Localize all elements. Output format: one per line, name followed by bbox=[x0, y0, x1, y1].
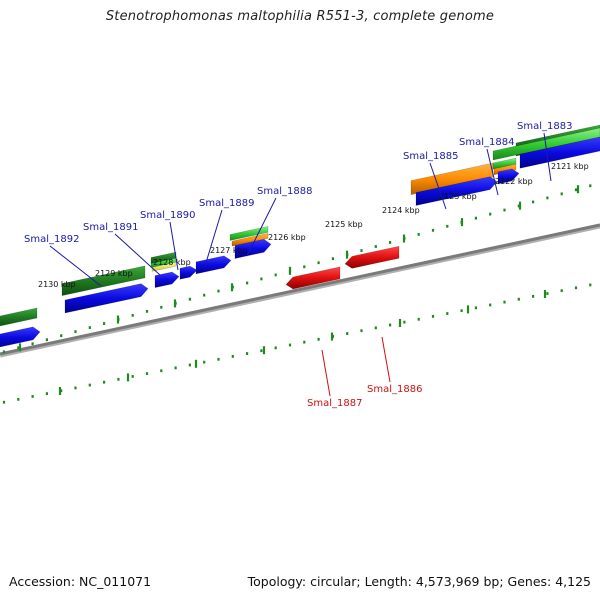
cds-feature-blue bbox=[154, 271, 180, 289]
gene-label-leader bbox=[246, 197, 277, 257]
accession-text: Accession: NC_011071 bbox=[9, 574, 152, 589]
gene-label: Smal_1887 bbox=[307, 398, 362, 409]
gene-label: Smal_1888 bbox=[257, 186, 312, 197]
gene-label-leader bbox=[169, 221, 179, 271]
gene-label-leader bbox=[114, 233, 161, 276]
gene-label: Smal_1891 bbox=[83, 222, 138, 233]
gene-label: Smal_1883 bbox=[517, 121, 572, 132]
cds-feature-blue bbox=[0, 326, 41, 348]
misc-feature-orange bbox=[410, 162, 494, 196]
gene-label: Smal_1892 bbox=[24, 234, 79, 245]
gene-label: Smal_1889 bbox=[199, 198, 254, 209]
tick-label: 2123 kbp bbox=[439, 192, 477, 201]
misc-feature-orange bbox=[231, 233, 269, 247]
misc-feature-yellow bbox=[151, 261, 177, 272]
gene-label-leader bbox=[204, 209, 223, 267]
tick-label: 2126 kbp bbox=[268, 233, 306, 242]
tick-label: 2127 kbp bbox=[210, 246, 248, 255]
gene-label-leader bbox=[543, 132, 552, 182]
gene-label-leader bbox=[381, 336, 391, 383]
tick-label: 2130 kbp bbox=[38, 280, 76, 289]
cds-feature-blue bbox=[234, 238, 272, 259]
rna-feature-lightgreen bbox=[492, 127, 600, 161]
cds-feature-blue bbox=[64, 283, 149, 314]
cds-feature-red bbox=[285, 266, 341, 290]
cds-feature-red bbox=[344, 245, 400, 269]
cds-feature-blue bbox=[415, 176, 498, 206]
tick-label: 2128 kbp bbox=[153, 258, 191, 267]
gene-label-leader bbox=[49, 245, 102, 287]
topology-summary-text: Topology: circular; Length: 4,573,969 bp… bbox=[247, 574, 591, 589]
cds-feature-blue bbox=[195, 255, 232, 275]
map-title: Stenotrophomonas maltophilia R551-3, com… bbox=[105, 9, 495, 24]
gene-label: Smal_1890 bbox=[140, 210, 195, 221]
cds-feature-blue bbox=[519, 136, 600, 169]
gene-feature-green bbox=[0, 307, 38, 327]
tick-label: 2124 kbp bbox=[382, 206, 420, 215]
rna-feature-lightgreen bbox=[229, 226, 269, 241]
gene-label: Smal_1886 bbox=[367, 384, 422, 395]
gene-feature-green bbox=[61, 265, 146, 297]
cds-feature-blue bbox=[497, 168, 520, 185]
gene-label-leader bbox=[486, 148, 499, 196]
gene-label: Smal_1884 bbox=[459, 137, 514, 148]
tick-label: 2129 kbp bbox=[95, 269, 133, 278]
gene-label-leader bbox=[321, 349, 331, 397]
tick-label: 2125 kbp bbox=[325, 220, 363, 229]
gene-label-leader bbox=[429, 162, 447, 210]
genome-backbone bbox=[0, 223, 600, 356]
gene-label: Smal_1885 bbox=[403, 151, 458, 162]
tick-label: 2121 kbp bbox=[551, 162, 589, 171]
cds-feature-blue bbox=[179, 265, 198, 280]
tick-label: 2122 kbp bbox=[495, 177, 533, 186]
